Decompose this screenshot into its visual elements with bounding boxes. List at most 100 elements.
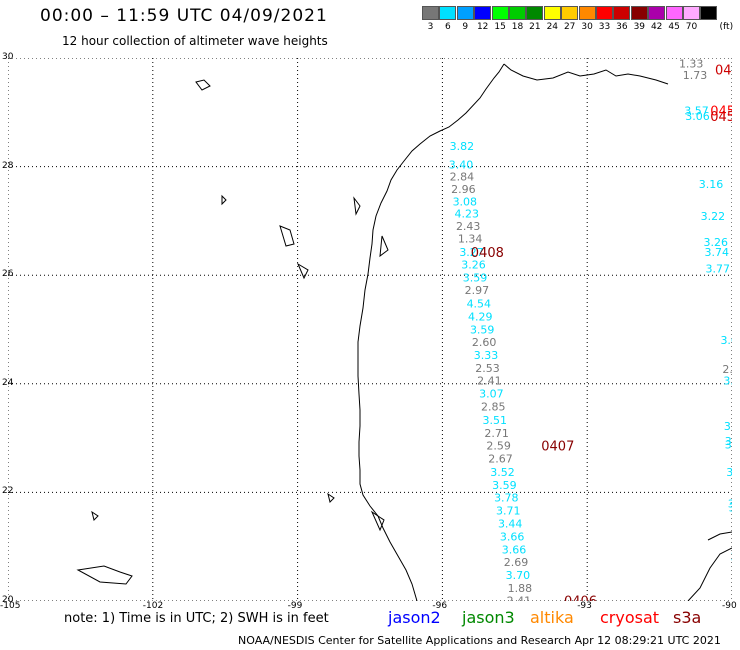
latitude-label: 20 xyxy=(2,595,14,605)
pass-time-labels: 045104510451040804500450040704060449 xyxy=(471,63,732,601)
legend-swatch xyxy=(509,6,526,20)
wave-height-value: 3.39 xyxy=(726,466,732,479)
wave-height-value: 2.67 xyxy=(488,453,513,466)
longitude-label: -93 xyxy=(577,601,592,611)
wave-height-value: 3.78 xyxy=(494,491,519,504)
lat-lon-grid xyxy=(8,58,732,601)
wave-height-value: 3.40 xyxy=(449,158,474,171)
wave-height-value: 2.60 xyxy=(472,336,497,349)
wave-height-value: 3.08 xyxy=(453,195,478,208)
latitude-label: 26 xyxy=(2,269,14,280)
wave-height-value: 3.04 xyxy=(723,375,732,388)
pass-time-label: 0451 xyxy=(715,63,732,78)
wave-height-value: 3.33 xyxy=(474,349,499,362)
wave-height-value: 2.97 xyxy=(465,284,490,297)
wave-height-value: 3.05 xyxy=(731,550,732,563)
wave-height-value: 3.66 xyxy=(500,530,525,543)
wave-height-value: 3.06 xyxy=(685,110,710,123)
legend-label: 9 xyxy=(462,22,469,32)
satellite-s3a: s3a xyxy=(673,608,702,627)
wave-height-value: 3.59 xyxy=(492,479,517,492)
credit-line: NOAA/NESDIS Center for Satellite Applica… xyxy=(238,634,721,647)
pass-time-label: 0407 xyxy=(541,440,574,455)
legend-label: 39 xyxy=(633,22,646,32)
wave-height-value: 2.84 xyxy=(450,170,475,183)
legend-swatch xyxy=(543,6,561,20)
legend-label: 15 xyxy=(494,22,506,32)
wave-height-value: 3.59 xyxy=(463,271,488,284)
wave-height-value: 4.54 xyxy=(467,297,492,310)
wave-height-value: 3.51 xyxy=(482,414,507,427)
legend-swatch xyxy=(474,6,492,20)
legend-swatch xyxy=(422,6,439,20)
latitude-label: 22 xyxy=(2,486,14,497)
wave-height-value: 3.40 xyxy=(728,497,732,510)
legend-label: 27 xyxy=(563,22,576,32)
wave-height-value: 3.44 xyxy=(724,420,732,433)
wave-height-value: 3.31 xyxy=(725,435,732,448)
wave-height-value: 2.55 xyxy=(722,363,732,376)
longitude-label: -102 xyxy=(142,601,164,611)
legend-label: 24 xyxy=(546,22,559,32)
legend-swatch xyxy=(439,6,457,20)
legend-label: 12 xyxy=(476,22,489,32)
legend-swatch xyxy=(578,6,596,20)
legend-label: 3 xyxy=(427,22,434,32)
map-title: 00:00 – 11:59 UTC 04/09/2021 xyxy=(40,6,328,26)
wave-height-value: 1.33 xyxy=(679,58,704,70)
legend-swatch xyxy=(700,6,718,20)
latitude-label: 30 xyxy=(2,52,14,62)
wave-height-value: 3.77 xyxy=(705,263,730,276)
longitude-label: -96 xyxy=(432,601,448,611)
legend-label: 30 xyxy=(581,22,593,32)
legend-swatch xyxy=(526,6,544,20)
legend-label: 42 xyxy=(650,22,663,32)
pass-time-label: 0451 xyxy=(710,105,732,120)
wave-height-value: 2.43 xyxy=(456,220,481,233)
wave-height-value: 4.23 xyxy=(454,207,479,220)
wave-height-value: 1.34 xyxy=(458,232,483,245)
legend-swatch xyxy=(596,6,613,20)
wave-height-value: 2.71 xyxy=(484,427,509,440)
wave-height-value: 3.22 xyxy=(701,210,726,223)
wave-height-value: 3.71 xyxy=(496,504,521,517)
coastline xyxy=(76,63,732,601)
wave-height-value: 3.35 xyxy=(725,439,732,452)
legend-swatch xyxy=(683,6,700,20)
wave-height-value: 3.74 xyxy=(705,246,730,259)
legend-swatch xyxy=(561,6,579,20)
legend-swatch xyxy=(648,6,666,20)
legend-swatch xyxy=(456,6,474,20)
wave-height-value: 3.59 xyxy=(470,324,495,337)
wave-height-value: 3.26 xyxy=(704,236,729,249)
wave-height-value: 1.88 xyxy=(508,582,533,595)
wave-height-value: 3.26 xyxy=(461,258,486,271)
wave-height-value: 2.41 xyxy=(477,375,502,388)
legend-label: 70 xyxy=(685,22,698,32)
wave-height-value: 2.85 xyxy=(481,401,506,414)
wave-height-value: 3.19 xyxy=(729,502,732,515)
legend-label: 6 xyxy=(445,22,451,32)
longitude-label: -99 xyxy=(287,601,303,611)
longitude-label: -105 xyxy=(0,601,21,611)
wave-height-value: 3.70 xyxy=(506,569,531,582)
wave-height-value: 3.57 xyxy=(684,105,709,118)
map-subtitle: 12 hour collection of altimeter wave hei… xyxy=(62,34,328,48)
wave-height-value: 3.07 xyxy=(479,388,504,401)
legend-label: 36 xyxy=(616,22,628,32)
wave-height-value: 3.82 xyxy=(450,140,475,153)
wave-height-value: 2.96 xyxy=(451,183,476,196)
legend-swatch xyxy=(491,6,509,20)
wave-height-value: 3.16 xyxy=(699,178,724,191)
pass-time-label: 0408 xyxy=(471,246,504,261)
satellite-jason2: jason2 xyxy=(388,608,441,627)
footer-note: note: 1) Time is in UTC; 2) SWH is in fe… xyxy=(64,611,329,626)
pass-time-label: 0451 xyxy=(710,110,732,125)
satellite-jason3: jason3 xyxy=(462,608,515,627)
wave-height-value: 3.52 xyxy=(490,466,515,479)
pass-time-label: 0406 xyxy=(564,594,597,601)
legend-label: 33 xyxy=(598,22,611,32)
latitude-label: 24 xyxy=(2,377,14,388)
legend-label: 45 xyxy=(668,22,680,32)
